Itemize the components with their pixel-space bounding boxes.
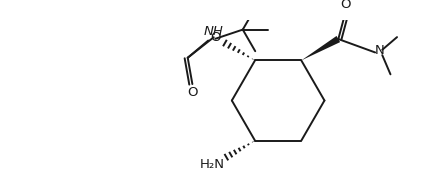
Text: H₂N: H₂N [200, 158, 225, 171]
Polygon shape [301, 36, 340, 60]
Text: O: O [340, 0, 351, 11]
Text: O: O [210, 31, 221, 44]
Text: NH: NH [204, 25, 224, 39]
Text: O: O [187, 86, 198, 100]
Text: N: N [375, 44, 384, 57]
